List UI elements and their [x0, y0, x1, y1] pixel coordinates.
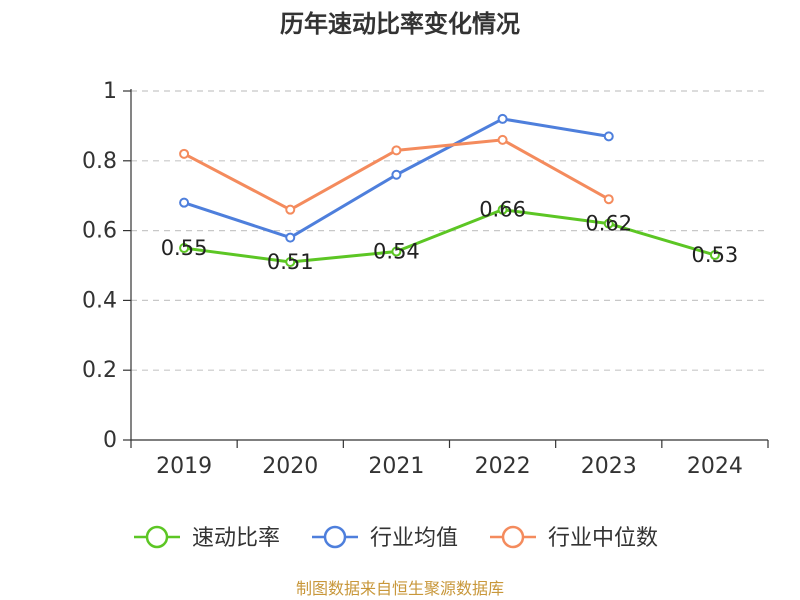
point-2-1[interactable]: [285, 204, 296, 215]
y-tick-label: 0.6: [82, 219, 117, 244]
point-1-2[interactable]: [391, 169, 402, 180]
series-group: [179, 113, 720, 268]
legend-marker-icon: [323, 525, 347, 549]
point-1-4[interactable]: [603, 131, 614, 142]
chart-title: 历年速动比率变化情况: [280, 10, 520, 38]
legend-marker-icon: [501, 525, 525, 549]
legend-item-2[interactable]: 行业中位数: [490, 525, 658, 551]
y-tick-label: 0: [103, 428, 117, 453]
point-0-4[interactable]: [603, 218, 614, 229]
point-2-3[interactable]: [497, 134, 508, 145]
data-label: 0.53: [692, 243, 739, 267]
axes: 0 0.2 0.4 0.6 0.8 1 2019 2020 2021 2022 2023 2024: [82, 79, 769, 479]
x-tick-label: 2023: [581, 454, 637, 479]
legend-label: 行业均值: [370, 526, 458, 551]
legend-label: 行业中位数: [548, 526, 658, 551]
point-0-5[interactable]: [709, 250, 720, 261]
source-note: 制图数据来自恒生聚源数据库: [296, 579, 504, 598]
data-labels: 0.55 0.51 0.54 0.66 0.62 0.53: [161, 198, 739, 274]
point-2-2[interactable]: [391, 145, 402, 156]
series-line-0: [183, 208, 716, 264]
point-0-0[interactable]: [179, 243, 190, 254]
point-2-4[interactable]: [603, 194, 614, 205]
legend-item-1[interactable]: 行业均值: [312, 525, 458, 551]
x-tick-label: 2022: [475, 454, 531, 479]
legend-item-0[interactable]: 速动比率: [134, 525, 280, 551]
x-tick-label: 2021: [368, 454, 424, 479]
x-tick-label: 2019: [156, 454, 212, 479]
point-0-3[interactable]: [497, 204, 508, 215]
point-2-0[interactable]: [179, 148, 190, 159]
point-1-3[interactable]: [497, 113, 508, 124]
point-1-0[interactable]: [179, 197, 190, 208]
data-label: 0.55: [161, 236, 208, 260]
y-tick-label: 0.4: [82, 288, 117, 313]
legend-label: 速动比率: [192, 526, 280, 551]
data-label: 0.54: [373, 240, 420, 264]
x-tick-label: 2024: [687, 454, 743, 479]
point-0-2[interactable]: [391, 246, 402, 257]
grid: [131, 90, 768, 371]
data-label: 0.66: [479, 198, 526, 222]
data-label: 0.62: [585, 212, 632, 236]
data-label: 0.51: [267, 250, 314, 274]
point-1-1[interactable]: [285, 232, 296, 243]
x-tick-label: 2020: [262, 454, 318, 479]
y-tick-label: 1: [103, 79, 117, 104]
legend[interactable]: 速动比率 行业均值 行业中位数: [134, 525, 658, 551]
y-tick-label: 0.8: [82, 149, 117, 174]
point-0-1[interactable]: [285, 257, 296, 268]
y-tick-label: 0.2: [82, 358, 117, 383]
legend-marker-icon: [145, 525, 169, 549]
